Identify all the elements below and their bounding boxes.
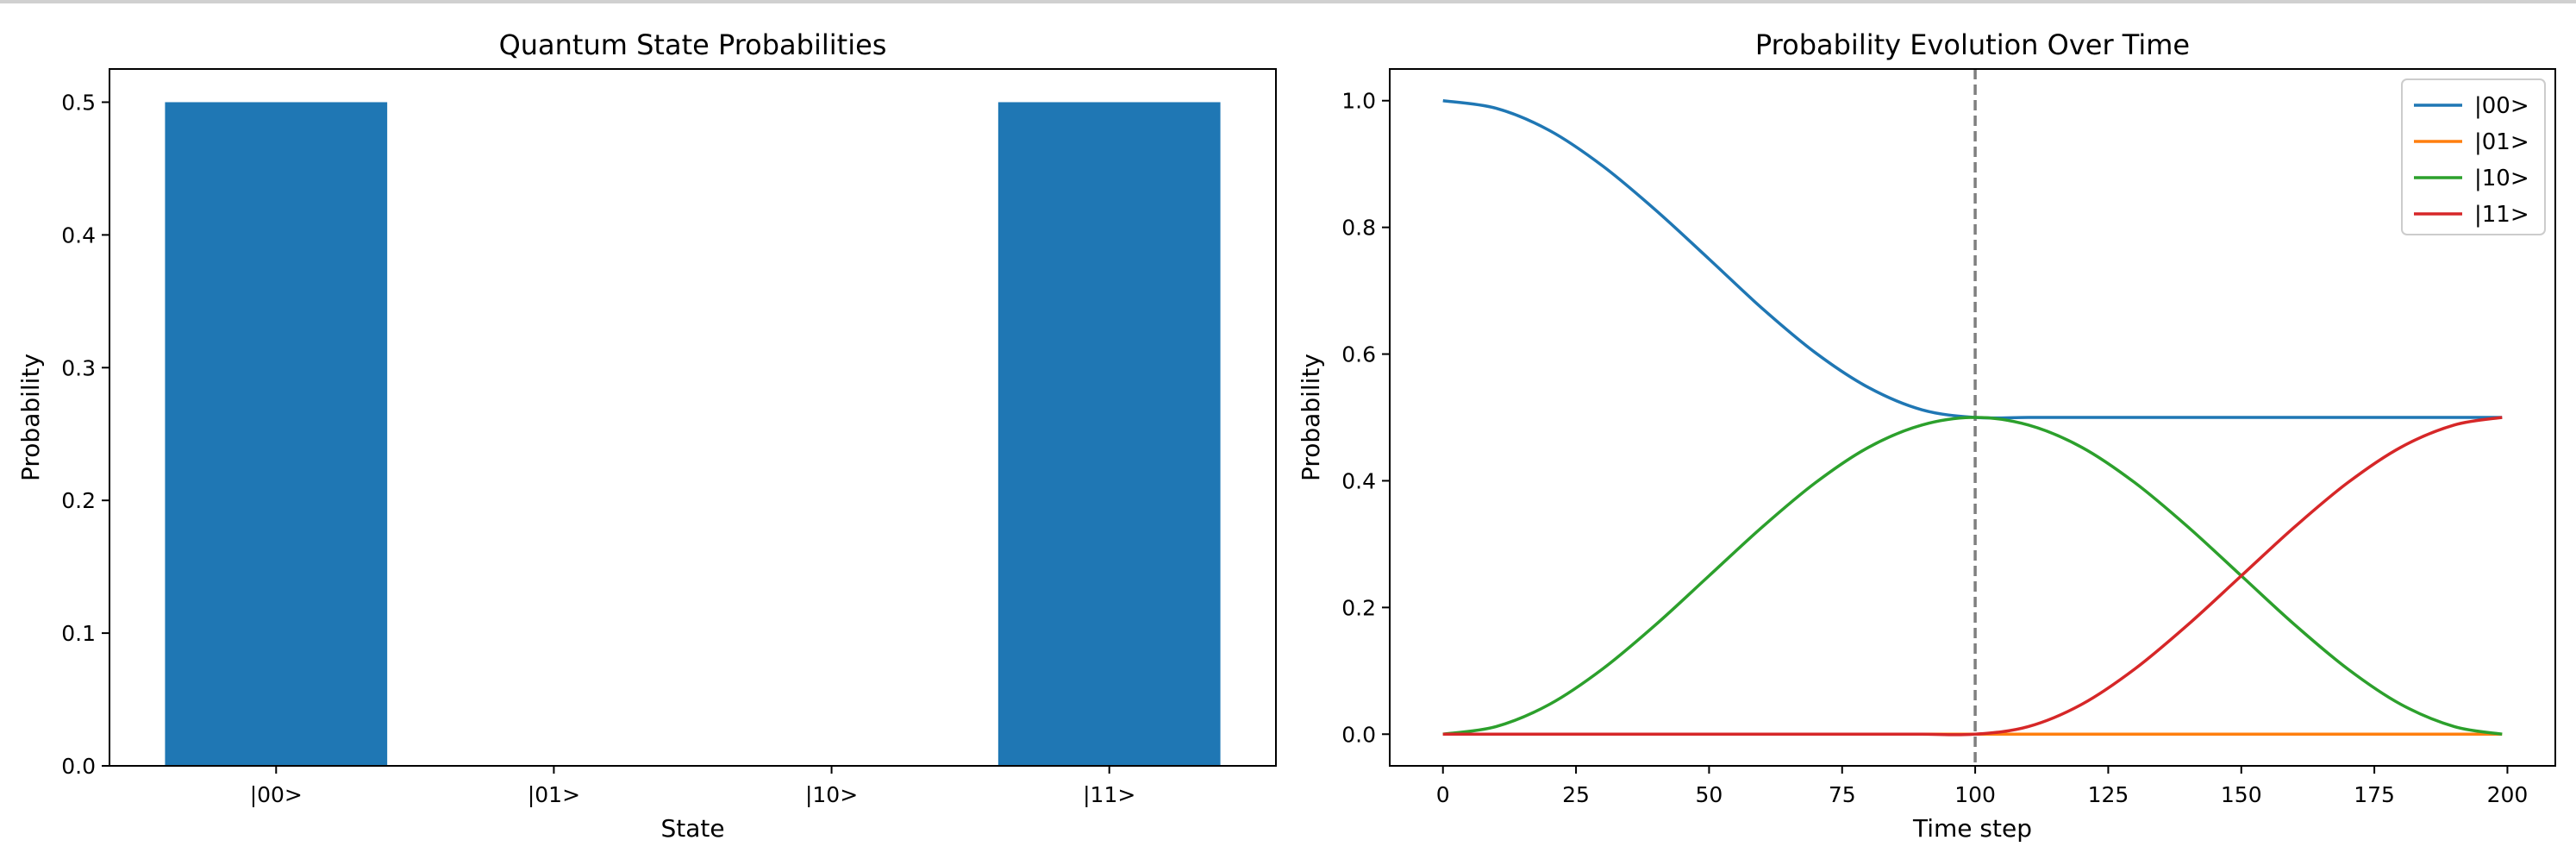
bar-0 (165, 102, 388, 766)
line-x-tick-label: 75 (1829, 782, 1856, 807)
legend-label-2: |10> (2474, 166, 2529, 191)
legend-label-1: |01> (2474, 129, 2529, 155)
legend-label-3: |11> (2474, 202, 2529, 228)
series-line-0 (1442, 98, 2503, 420)
bar-chart (102, 68, 1277, 774)
bar-x-tick-label: |11> (1083, 782, 1135, 807)
window-top-border (0, 0, 2576, 3)
bar-y-tick-label: 0.2 (61, 488, 96, 513)
line-x-tick-label: 125 (2088, 782, 2129, 807)
line-chart-title: Probability Evolution Over Time (1755, 28, 2190, 61)
bar-y-tick-label: 0.5 (61, 90, 96, 115)
bar-y-tick-label: 0.4 (61, 223, 96, 248)
bar-3 (997, 102, 1221, 766)
bar-x-axis-label: State (660, 814, 724, 843)
bar-chart-title: Quantum State Probabilities (499, 28, 887, 61)
line-plot-frame (1389, 68, 2556, 767)
line-x-tick-label: 100 (1954, 782, 1996, 807)
bar-y-tick-label: 0.3 (61, 355, 96, 380)
line-x-tick-label: 200 (2487, 782, 2529, 807)
legend-label-0: |00> (2474, 93, 2529, 119)
bar-plot-frame (109, 68, 1277, 767)
line-y-tick-label: 0.8 (1341, 216, 1376, 241)
line-x-tick-label: 50 (1696, 782, 1723, 807)
line-y-axis-label: Probability (1297, 354, 1325, 481)
line-x-tick-label: 175 (2354, 782, 2395, 807)
line-chart: |00> |01> |10> |11> (1382, 68, 2556, 774)
legend-box (2401, 78, 2546, 235)
series-line-3 (1442, 416, 2503, 737)
line-y-tick-label: 0.2 (1341, 595, 1376, 620)
line-y-tick-label: 1.0 (1341, 89, 1376, 114)
line-x-tick-label: 25 (1562, 782, 1590, 807)
bar-x-tick-label: |00> (250, 782, 303, 807)
line-y-tick-label: 0.6 (1341, 342, 1376, 367)
series-line-2 (1442, 416, 2503, 737)
line-x-axis-label: Time step (1912, 814, 2032, 843)
bar-y-axis-label: Probability (16, 354, 45, 481)
bar-y-tick-label: 0.1 (61, 621, 96, 646)
line-y-tick-label: 0.4 (1341, 468, 1376, 493)
line-y-tick-label: 0.0 (1341, 722, 1376, 747)
line-x-tick-label: 0 (1436, 782, 1450, 807)
legend: |00> |01> |10> |11> (2401, 78, 2546, 235)
line-x-tick-label: 150 (2221, 782, 2262, 807)
bar-x-tick-label: |01> (528, 782, 580, 807)
bar-x-tick-label: |10> (805, 782, 858, 807)
bar-y-tick-label: 0.0 (61, 754, 96, 779)
